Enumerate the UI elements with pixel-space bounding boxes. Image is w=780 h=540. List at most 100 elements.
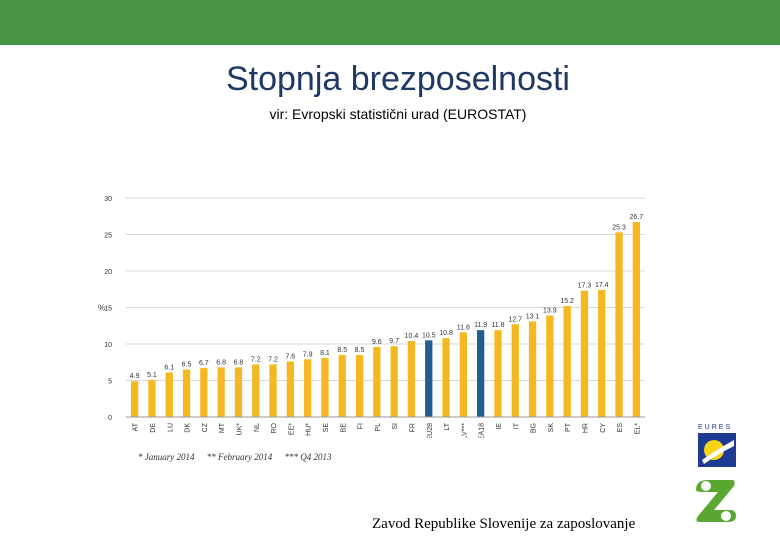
y-tick-label: 30 (104, 196, 112, 203)
bar (234, 367, 243, 417)
y-tick-label: 0 (108, 415, 112, 422)
data-label: 7.6 (285, 354, 295, 361)
data-label: 8.5 (355, 347, 365, 354)
data-label: 26.7 (630, 214, 644, 221)
unemployment-bar-chart: 0 5 10 15 20 25 30% 4.9 AT 5.1 DE 6.1 LU 6.5 DK 6.7 CZ 6.… (98, 196, 645, 438)
x-tick-label: LT (444, 422, 451, 430)
page-subtitle: vir: Evropski statistični urad (EUROSTAT… (269, 106, 527, 122)
data-label: 12.7 (508, 316, 522, 323)
bar (494, 330, 502, 417)
bar (546, 315, 554, 417)
x-tick-label: EE* (288, 423, 295, 435)
x-tick-label: IE (496, 423, 503, 430)
chart-footnotes: * January 2014 ** February 2014 *** Q4 2… (138, 452, 342, 462)
bar (338, 354, 346, 417)
x-tick-label: IT (513, 422, 520, 429)
x-tick-label: LV*** (461, 423, 468, 438)
bar (632, 222, 640, 417)
bar (390, 346, 398, 417)
x-tick-label: BG (531, 423, 538, 433)
x-tick-label: RO (271, 422, 278, 433)
bar (407, 341, 416, 417)
data-label: 17.4 (595, 282, 609, 289)
bar (477, 330, 485, 417)
data-label: 13.9 (543, 308, 557, 315)
data-label: 8.1 (320, 350, 330, 357)
bar (286, 361, 294, 417)
eures-logo: EURES (698, 424, 736, 467)
x-tick-label: ES (617, 423, 624, 433)
zrsz-logo (696, 480, 736, 522)
x-tick-label: EL* (634, 423, 641, 435)
bar (200, 368, 208, 417)
bar (615, 232, 623, 417)
data-label: 11.8 (491, 322, 504, 329)
bar (598, 289, 606, 417)
bar (304, 359, 312, 417)
bar (165, 372, 173, 417)
data-label: 6.5 (182, 362, 192, 369)
y-axis-label: % (98, 304, 105, 313)
x-tick-label: PT (565, 422, 572, 432)
x-tick-label: NL (254, 423, 261, 432)
data-label: 11.9 (474, 322, 487, 329)
x-tick-label: SI (392, 423, 399, 430)
bar (269, 364, 277, 417)
bar (425, 340, 433, 417)
x-tick-label: EA18 (479, 423, 486, 438)
x-tick-label: AT (133, 422, 140, 431)
x-tick-label: DE (150, 423, 157, 433)
bar (459, 332, 467, 417)
bar (528, 321, 537, 417)
x-tick-label: UK* (236, 423, 243, 436)
data-label: 6.7 (199, 360, 209, 367)
zrsz-logo-dot-1 (701, 481, 711, 491)
x-tick-label: CY (600, 423, 607, 433)
bar (131, 381, 139, 417)
x-tick-label: HR (582, 423, 589, 433)
zrsz-logo-dot-2 (721, 511, 731, 521)
x-tick-label: FI (358, 423, 365, 429)
data-label: 7.2 (268, 356, 278, 363)
x-tick-label: BE (340, 423, 347, 433)
data-label: 7.9 (303, 351, 313, 358)
data-label: 13.1 (526, 313, 540, 320)
eures-logo-sun (704, 440, 724, 460)
x-tick-label: CZ (202, 422, 209, 432)
data-label: 15.2 (560, 298, 574, 305)
data-label: 8.5 (337, 347, 347, 354)
bar (252, 364, 260, 417)
data-label: 10.8 (439, 330, 453, 337)
x-tick-label: SK (548, 423, 555, 433)
eures-logo-swoosh (702, 440, 734, 464)
data-label: 4.9 (130, 373, 140, 380)
bar (563, 306, 571, 417)
y-tick-label: 5 (108, 379, 112, 386)
data-label: 9.6 (372, 339, 382, 346)
bar (321, 357, 329, 417)
data-label: 7.2 (251, 356, 261, 363)
y-tick-label: 20 (104, 269, 112, 276)
y-tick-label: 10 (104, 342, 112, 349)
bar (355, 354, 364, 417)
data-label: 11.6 (457, 324, 470, 331)
footnote-3: *** Q4 2013 (284, 452, 332, 462)
footer-organization: Zavod Republike Slovenije za zaposlovanj… (372, 516, 636, 532)
bar (373, 346, 381, 417)
footnote-1: * January 2014 (138, 452, 195, 462)
data-label: 10.4 (405, 333, 419, 340)
data-label: 25.3 (612, 224, 626, 231)
data-label: 9.7 (389, 338, 399, 345)
x-tick-label: PL (375, 423, 382, 432)
bar (182, 369, 191, 417)
data-label: 17.3 (578, 283, 592, 290)
data-label: 6.1 (164, 364, 174, 371)
x-tick-label: SE (323, 423, 330, 433)
data-label: 10.5 (422, 332, 436, 339)
footnote-2: ** February 2014 (206, 452, 273, 462)
data-label: 6.8 (216, 359, 226, 366)
bar (442, 338, 450, 417)
y-tick-label: 25 (104, 233, 112, 240)
data-label: 6.8 (234, 359, 244, 366)
x-tick-label: FR (409, 423, 416, 432)
